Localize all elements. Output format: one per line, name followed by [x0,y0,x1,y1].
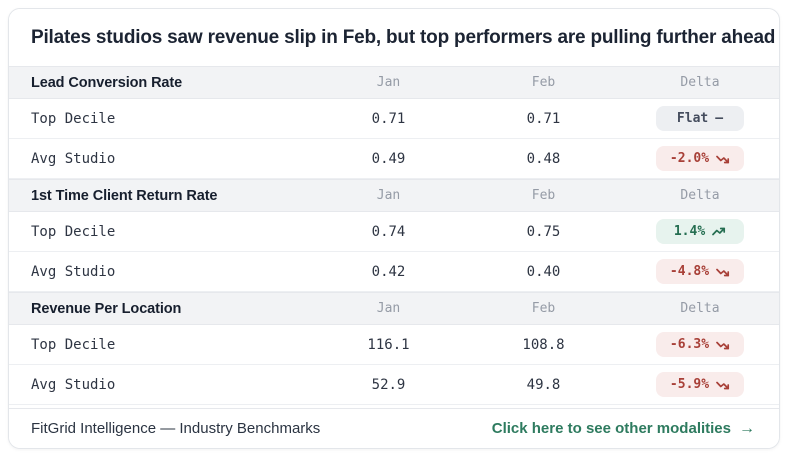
row-label: Avg Studio [31,150,116,167]
link-arrow-icon: → [739,419,755,437]
feb-value: 0.48 [526,150,561,167]
column-header-delta: Delta [680,75,720,90]
row-label: Avg Studio [31,263,116,280]
trending-down-icon [716,381,730,389]
delta-badge-down: -5.9% [656,372,744,397]
jan-value: 0.74 [371,223,406,240]
delta-badge-flat: Flat — [656,106,744,131]
column-header-delta: Delta [680,188,720,203]
column-header-feb: Feb [531,188,556,203]
card-footer: FitGrid Intelligence — Industry Benchmar… [9,408,779,448]
feb-value: 0.71 [526,110,561,127]
feb-value: 108.8 [522,336,565,353]
jan-value: 116.1 [367,336,410,353]
section-header-row: Lead Conversion Rate Jan Feb Delta [9,66,779,99]
delta-value: -6.3% [669,337,710,352]
flat-dash-icon: — [715,111,724,126]
feb-value: 0.40 [526,263,561,280]
section-header-row: Revenue Per Location Jan Feb Delta [9,292,779,325]
delta-cell: -5.9% [621,372,779,397]
column-header-jan: Jan [376,188,401,203]
section-first-time-client-return-rate: 1st Time Client Return Rate Jan Feb Delt… [9,179,779,292]
table-row: Avg Studio 52.9 49.8 -5.9% [9,365,779,405]
delta-value: 1.4% [673,224,706,239]
jan-value: 0.71 [371,110,406,127]
delta-value: Flat [676,111,709,126]
benchmark-card: Pilates studios saw revenue slip in Feb,… [8,8,780,449]
footer-link-label: Click here to see other modalities [491,420,731,437]
table-row: Top Decile 116.1 108.8 -6.3% [9,325,779,365]
column-header-feb: Feb [531,75,556,90]
delta-value: -2.0% [669,151,710,166]
trending-down-icon [716,155,730,163]
section-lead-conversion-rate: Lead Conversion Rate Jan Feb Delta Top D… [9,66,779,179]
section-title: 1st Time Client Return Rate [31,187,218,204]
delta-cell: -2.0% [621,146,779,171]
table-row: Avg Studio 0.49 0.48 -2.0% [9,139,779,179]
jan-value: 0.42 [371,263,406,280]
delta-cell: -4.8% [621,259,779,284]
section-header-row: 1st Time Client Return Rate Jan Feb Delt… [9,179,779,212]
column-header-jan: Jan [376,75,401,90]
delta-value: -4.8% [669,264,710,279]
column-header-delta: Delta [680,301,720,316]
page-title: Pilates studios saw revenue slip in Feb,… [31,26,776,48]
delta-cell: 1.4% [621,219,779,244]
delta-badge-up: 1.4% [656,219,744,244]
section-revenue-per-location: Revenue Per Location Jan Feb Delta Top D… [9,292,779,405]
table-row: Top Decile 0.74 0.75 1.4% [9,212,779,252]
delta-value: -5.9% [669,377,710,392]
table-row: Top Decile 0.71 0.71 Flat — [9,99,779,139]
column-header-jan: Jan [376,301,401,316]
footer-source-label: FitGrid Intelligence — Industry Benchmar… [31,420,321,437]
section-title: Lead Conversion Rate [31,74,183,91]
row-label: Top Decile [31,223,116,240]
jan-value: 0.49 [371,150,406,167]
delta-badge-down: -6.3% [656,332,744,357]
delta-cell: Flat — [621,106,779,131]
jan-value: 52.9 [371,376,406,393]
feb-value: 0.75 [526,223,561,240]
column-header-feb: Feb [531,301,556,316]
delta-badge-down: -2.0% [656,146,744,171]
feb-value: 49.8 [526,376,561,393]
card-header: Pilates studios saw revenue slip in Feb,… [9,9,779,66]
trending-up-icon [712,227,726,235]
see-other-modalities-link[interactable]: Click here to see other modalities → [492,420,755,438]
trending-down-icon [716,341,730,349]
row-label: Avg Studio [31,376,116,393]
delta-badge-down: -4.8% [656,259,744,284]
section-title: Revenue Per Location [31,300,182,317]
delta-cell: -6.3% [621,332,779,357]
trending-down-icon [716,268,730,276]
table-row: Avg Studio 0.42 0.40 -4.8% [9,252,779,292]
row-label: Top Decile [31,110,116,127]
row-label: Top Decile [31,336,116,353]
